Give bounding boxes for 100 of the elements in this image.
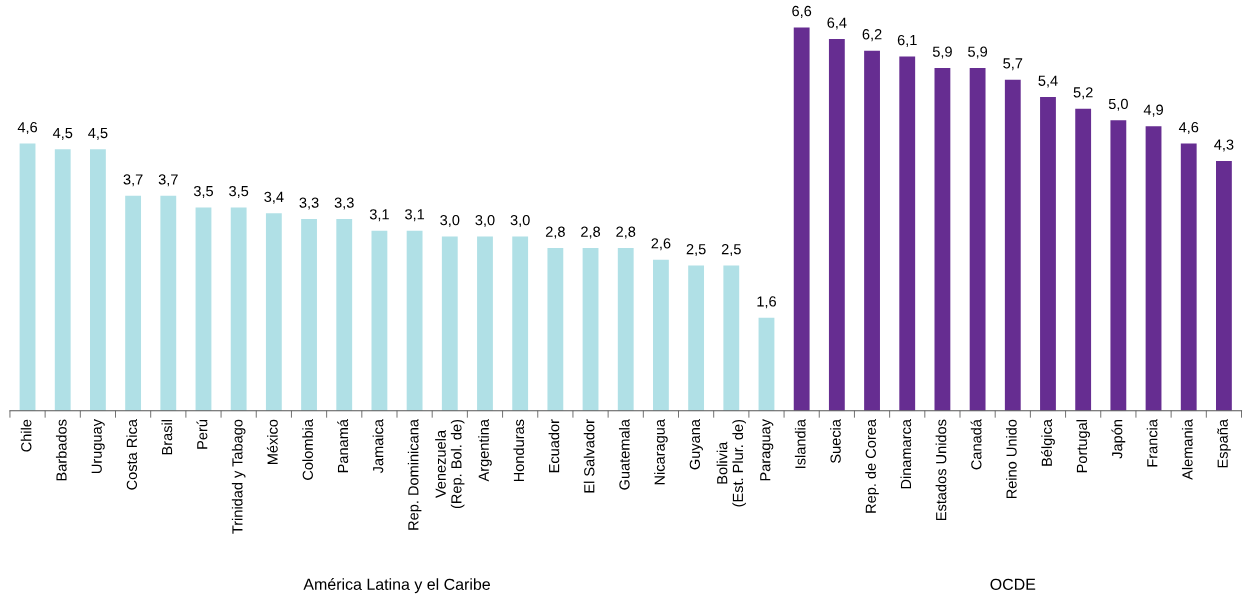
- data-label: 3,1: [405, 209, 425, 222]
- bar: [723, 265, 740, 411]
- x-tick-label: Bolivia (Est. Plur. de): [716, 419, 746, 507]
- x-tick-label: Costa Rica: [126, 419, 138, 490]
- bar: [828, 39, 845, 411]
- x-tick-label: Panamá: [337, 419, 349, 473]
- data-label: 3,4: [264, 191, 284, 204]
- bar: [688, 265, 705, 411]
- bar: [793, 27, 810, 411]
- bar: [1040, 97, 1056, 411]
- x-tick-label: Uruguay: [91, 419, 105, 474]
- x-tick-label: Nicaragua: [654, 419, 668, 485]
- x-tick-label: Colombia: [302, 419, 313, 480]
- bar: [336, 219, 353, 411]
- x-tick-label: Estados Unidos: [935, 419, 947, 520]
- data-label: 6,1: [897, 34, 917, 47]
- x-tick-label: Perú: [196, 419, 208, 449]
- bar: [441, 236, 458, 411]
- data-label: 4,5: [52, 127, 73, 140]
- bar: [125, 195, 142, 411]
- bar: [653, 259, 669, 411]
- data-label: 5,2: [1073, 87, 1093, 100]
- data-label: 2,5: [721, 243, 741, 257]
- bar: [90, 149, 106, 411]
- x-tick-label: España: [1217, 419, 1231, 468]
- x-tick-label: Ecuador: [548, 419, 560, 473]
- bar: [371, 230, 388, 411]
- bar: [1075, 108, 1092, 411]
- bar: [864, 50, 880, 411]
- data-label: 2,6: [651, 238, 671, 251]
- x-tick-label: Trinidad y Tabago: [231, 419, 246, 534]
- data-label: 5,4: [1038, 75, 1058, 88]
- bar: [582, 248, 599, 411]
- bar: [195, 207, 212, 411]
- data-label: 6,6: [792, 5, 812, 18]
- bar: [265, 213, 282, 411]
- x-tick-label: Reino Unido: [1006, 419, 1017, 499]
- bar: [1110, 120, 1127, 411]
- x-tick-label: Chile: [20, 419, 32, 452]
- x-tick-label: Barbados: [55, 419, 67, 481]
- bar: [160, 195, 177, 411]
- x-tick-label: Jamaica: [372, 419, 384, 474]
- text: América Latina y el Caribe: [303, 578, 490, 594]
- data-label: 4,6: [17, 122, 38, 135]
- x-tick-label: Portugal: [1076, 420, 1090, 473]
- x-tick-label: Guatemala: [618, 419, 630, 490]
- bar: [617, 248, 634, 411]
- data-label: 3,3: [334, 197, 354, 210]
- data-label: 2,8: [616, 226, 636, 239]
- data-label: 4,6: [1178, 122, 1199, 135]
- x-tick-label: Dinamarca: [900, 419, 912, 489]
- bar: [1145, 126, 1162, 411]
- bar: [54, 149, 71, 411]
- data-label: 2,5: [686, 243, 706, 257]
- bar: [301, 219, 317, 411]
- data-label: 3,7: [123, 174, 143, 187]
- data-label: 5,0: [1108, 98, 1128, 111]
- data-label: 2,8: [545, 226, 565, 239]
- data-label: 4,9: [1143, 104, 1163, 117]
- x-tick-label: Argentina: [478, 419, 492, 482]
- bar: [758, 317, 775, 411]
- data-label: 3,0: [475, 214, 495, 227]
- text: OCDE: [990, 578, 1036, 590]
- x-tick-label: Guyana: [689, 419, 703, 470]
- data-label: 6,2: [862, 29, 882, 42]
- data-label: 6,4: [827, 17, 847, 30]
- x-tick-label: El Salvador: [583, 419, 595, 493]
- x-tick-label: Japón: [1111, 420, 1126, 459]
- data-label: 3,1: [369, 209, 389, 222]
- bar: [230, 207, 247, 411]
- bar: [406, 230, 423, 411]
- x-tick-label: Suecia: [830, 419, 841, 463]
- bar: [1216, 160, 1232, 411]
- x-tick-label: Honduras: [513, 419, 525, 482]
- data-label: 5,9: [932, 46, 952, 59]
- x-tick-label: México: [266, 419, 278, 465]
- bar: [477, 236, 493, 411]
- bar: [19, 143, 36, 411]
- x-tick-label: Alemania: [1181, 419, 1193, 480]
- data-label: 3,0: [510, 214, 530, 227]
- data-label: 3,7: [158, 174, 178, 187]
- data-label: 3,5: [193, 185, 214, 198]
- data-label: 3,0: [440, 214, 460, 227]
- bar: [899, 56, 916, 411]
- data-label: 5,9: [968, 46, 988, 59]
- data-label: 5,7: [1003, 58, 1023, 71]
- x-tick-label: Rep. de Corea: [865, 419, 879, 513]
- x-tick-label: Francia: [1146, 419, 1158, 467]
- data-label: 4,3: [1214, 139, 1234, 152]
- bar: [969, 68, 986, 411]
- bar: [512, 236, 529, 411]
- data-label: 4,5: [88, 127, 108, 140]
- x-tick-label: Canadá: [970, 419, 982, 470]
- x-tick-label: Paraguay: [760, 419, 774, 481]
- bar: [1180, 143, 1197, 411]
- x-tick-label: Brasil: [161, 420, 173, 455]
- x-tick-label: Rep. Dominicana: [407, 419, 422, 530]
- data-label: 1,6: [757, 296, 776, 309]
- bar: [934, 68, 951, 411]
- bar: [547, 248, 564, 411]
